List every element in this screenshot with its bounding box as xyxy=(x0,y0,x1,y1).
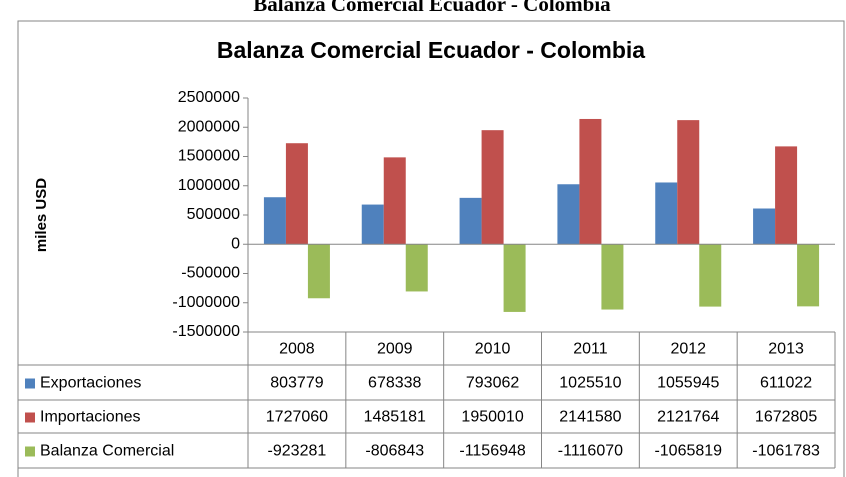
caption: Balanza Comercial Ecuador - Colombia xyxy=(253,0,611,16)
x-tick-label: 2009 xyxy=(377,341,413,358)
x-tick-label: 2010 xyxy=(475,341,511,358)
table-value: 611022 xyxy=(760,375,812,392)
bar xyxy=(459,197,482,245)
bar xyxy=(481,130,504,245)
table-value: 2141580 xyxy=(559,409,621,426)
bar xyxy=(361,204,384,245)
bar xyxy=(797,244,820,307)
bar xyxy=(405,244,428,292)
table-value: -1156948 xyxy=(459,443,526,460)
table-value: -923281 xyxy=(268,443,327,460)
x-tick-label: 2012 xyxy=(670,341,706,358)
legend-key xyxy=(25,378,35,389)
bar xyxy=(263,197,286,245)
y-tick-label: -1500000 xyxy=(172,323,240,340)
y-tick-label: 0 xyxy=(231,235,240,252)
table-value: 1055945 xyxy=(657,375,719,392)
table-value: 1950010 xyxy=(461,409,523,426)
y-tick-label: 1000000 xyxy=(178,177,240,194)
legend-label: Exportaciones xyxy=(40,375,141,392)
bar xyxy=(557,184,580,245)
y-tick-label: 500000 xyxy=(187,206,240,223)
table-value: 1672805 xyxy=(755,409,817,426)
y-tick-label: 2500000 xyxy=(178,89,240,106)
bar xyxy=(307,244,330,299)
x-tick-label: 2008 xyxy=(279,341,315,358)
bar xyxy=(285,143,308,245)
table-value: -806843 xyxy=(365,443,424,460)
table-value: -1116070 xyxy=(558,443,623,460)
bar xyxy=(579,118,602,245)
table-value: 1727060 xyxy=(266,409,328,426)
table-value: 1025510 xyxy=(559,375,621,392)
bar xyxy=(601,244,624,310)
legend-key xyxy=(25,446,35,457)
bar xyxy=(655,182,678,245)
x-tick-label: 2013 xyxy=(768,341,804,358)
table-value: -1061783 xyxy=(752,443,820,460)
table-value: 2121764 xyxy=(657,409,719,426)
bar xyxy=(699,244,722,307)
bar xyxy=(383,157,406,245)
bar xyxy=(775,146,798,245)
table-value: 1485181 xyxy=(364,409,426,426)
y-tick-label: 1500000 xyxy=(178,148,240,165)
chart-title: Balanza Comercial Ecuador - Colombia xyxy=(217,37,645,63)
bar xyxy=(677,120,700,245)
y-tick-label: 2000000 xyxy=(178,118,240,135)
x-tick-label: 2011 xyxy=(573,341,608,358)
y-tick-label: -500000 xyxy=(181,265,240,282)
y-tick-label: -1000000 xyxy=(172,294,240,311)
table-value: -1065819 xyxy=(654,443,722,460)
legend-key xyxy=(25,412,35,423)
legend-label: Importaciones xyxy=(40,409,141,426)
legend-label: Balanza Comercial xyxy=(40,443,174,460)
bar xyxy=(503,244,526,312)
table-value: 793062 xyxy=(466,375,519,392)
y-axis-label: miles USD xyxy=(33,178,50,252)
table-value: 678338 xyxy=(368,375,421,392)
table-value: 803779 xyxy=(270,375,323,392)
bar xyxy=(753,208,776,245)
